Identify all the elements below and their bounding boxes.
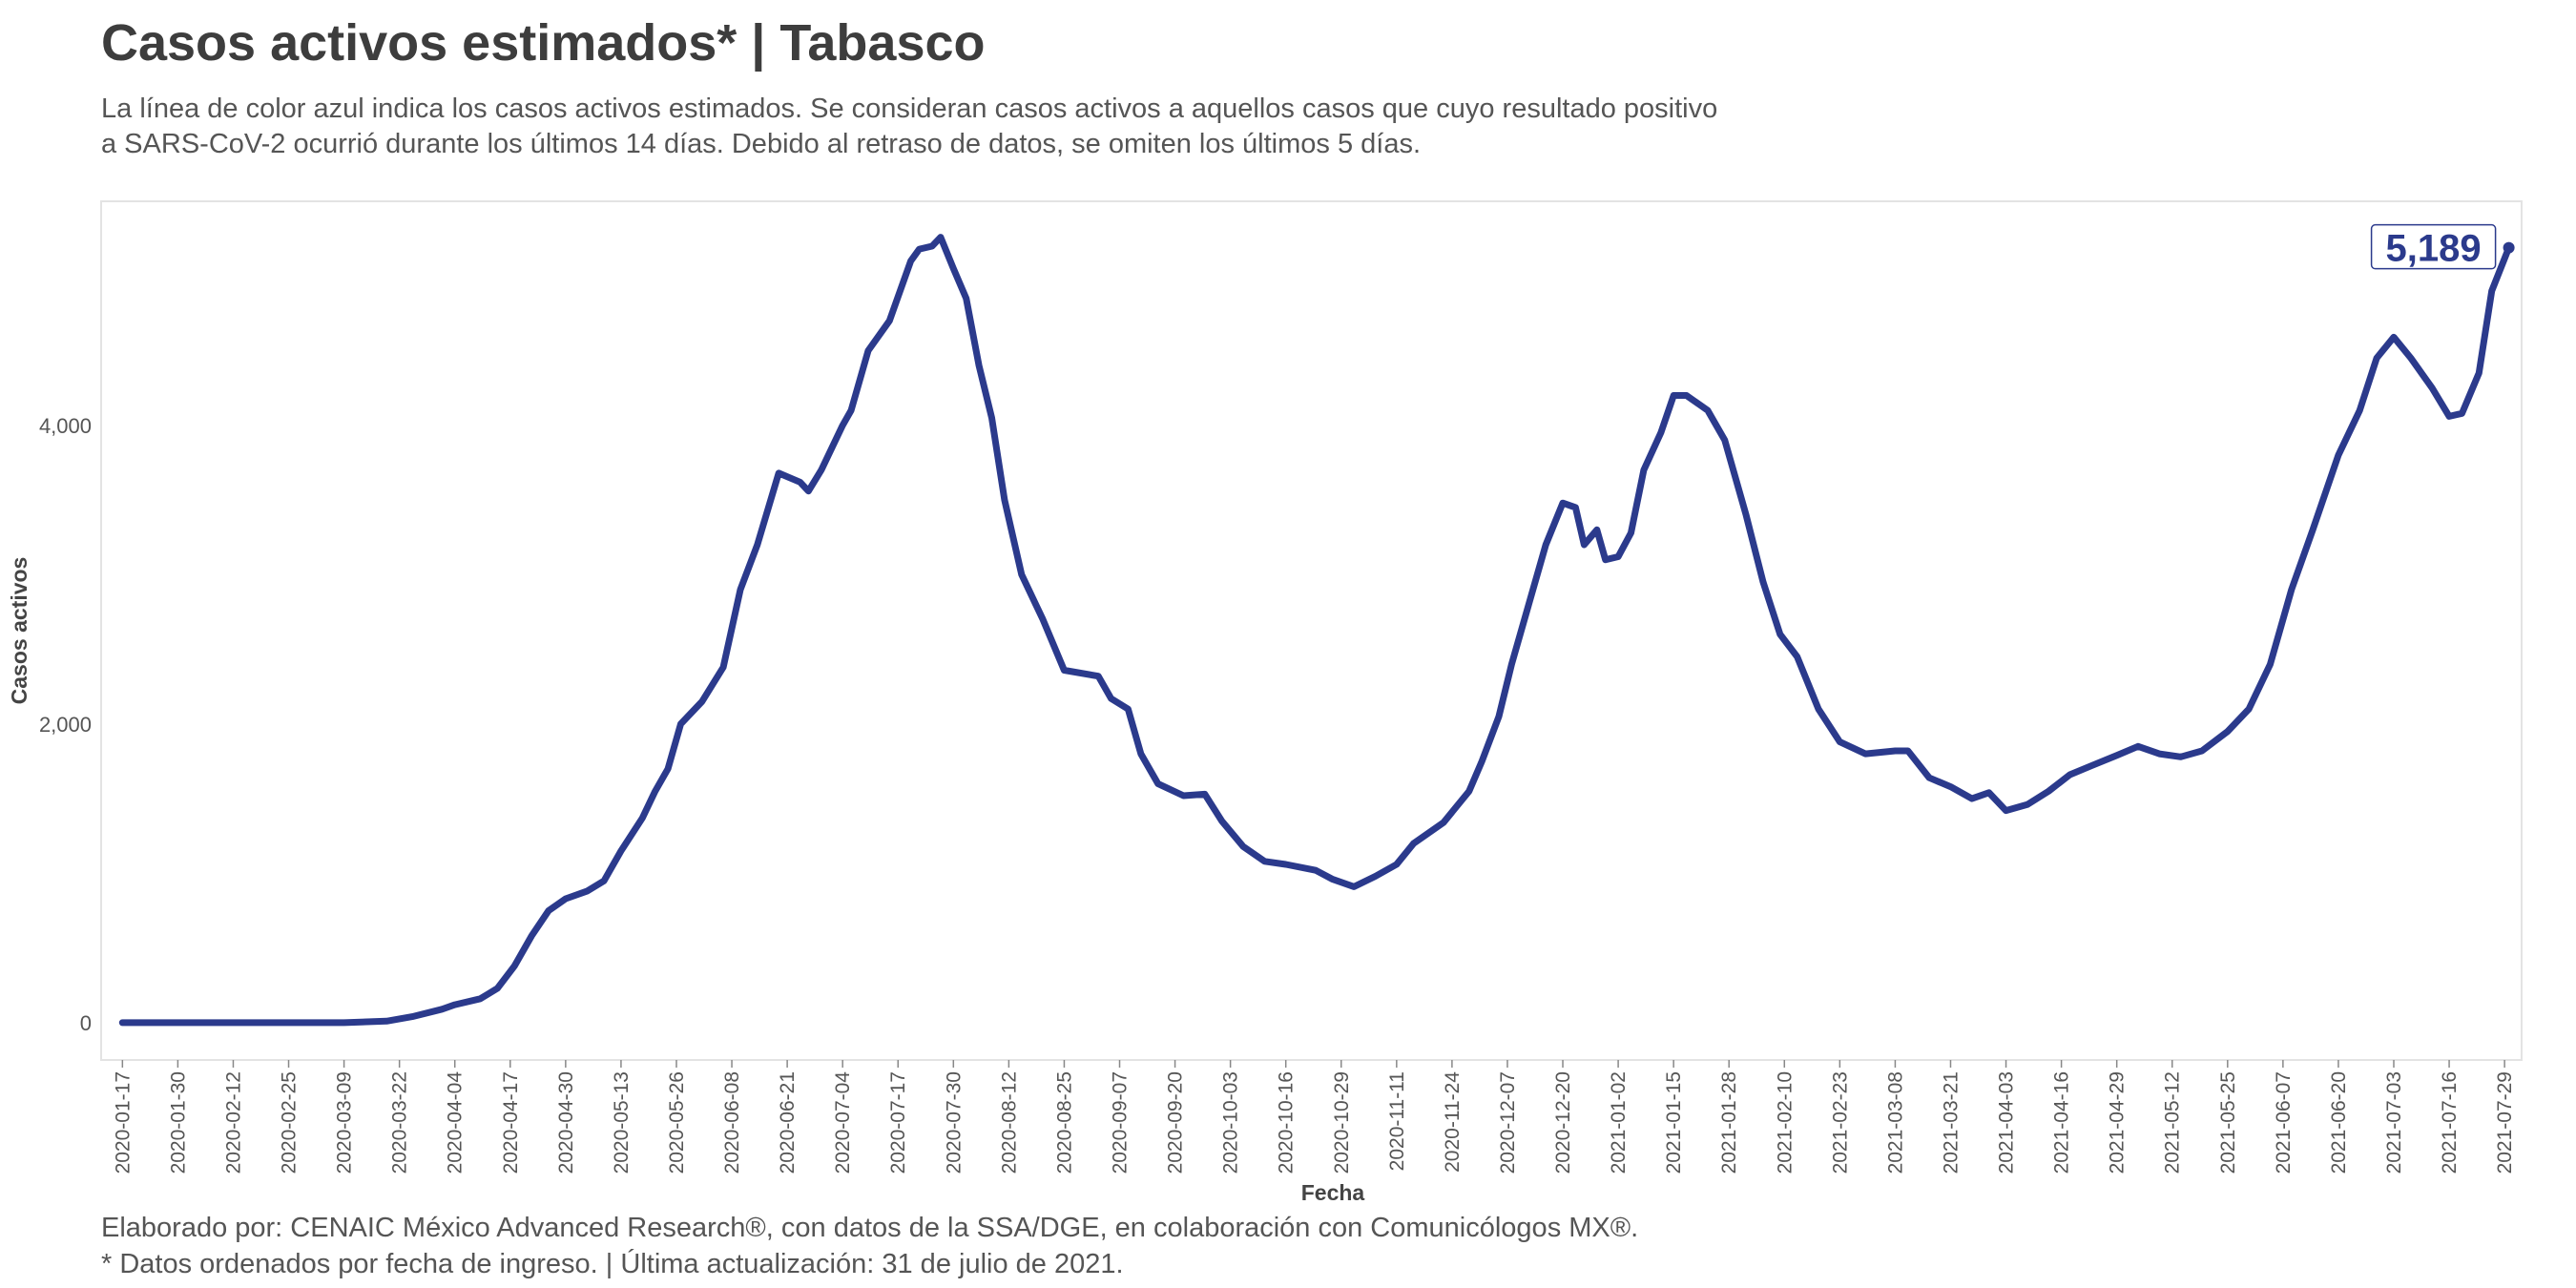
- x-tick-label: 2021-01-02: [1608, 1071, 1630, 1174]
- x-tick-label: 2020-07-04: [832, 1071, 854, 1174]
- x-tick-label: 2020-01-17: [112, 1071, 134, 1174]
- series-layer: 5,189: [118, 223, 2515, 1027]
- x-tick-label: 2021-04-16: [2051, 1071, 2073, 1174]
- x-tick-label: 2020-03-22: [389, 1071, 411, 1174]
- x-tick-label: 2020-12-07: [1497, 1071, 1519, 1174]
- x-tick-label: 2020-08-12: [998, 1071, 1020, 1174]
- x-tick-label: 2020-04-30: [555, 1071, 577, 1174]
- end-value-label-box: [2370, 223, 2497, 270]
- x-tick-label: 2021-01-28: [1718, 1071, 1740, 1174]
- x-axis-title: Fecha: [1301, 1180, 1365, 1205]
- x-axis: 2020-01-17 2020-01-30 2020-02-12 2020-02-25…: [112, 1060, 2516, 1174]
- x-tick-label: 2021-03-21: [1940, 1071, 1962, 1174]
- series-line: [118, 234, 2513, 1027]
- x-tick-label: 2021-05-12: [2162, 1071, 2184, 1174]
- x-tick-label: 2020-05-13: [611, 1071, 633, 1174]
- series-end-point: [2503, 241, 2515, 254]
- x-tick-label: 2020-05-26: [666, 1071, 688, 1174]
- x-tick-label: 2021-01-15: [1663, 1071, 1685, 1174]
- x-tick-label: 2020-09-20: [1165, 1071, 1187, 1174]
- x-tick-label: 2020-03-09: [334, 1071, 356, 1174]
- x-tick-label: 2020-04-04: [445, 1071, 467, 1174]
- x-tick-label: 2020-12-20: [1552, 1071, 1574, 1174]
- y-axis: 0 2,000 4,000: [39, 414, 92, 1035]
- chart-caption: Elaborado por: CENAIC México Advanced Re…: [101, 1213, 1639, 1279]
- x-tick-label: 2020-04-17: [500, 1071, 522, 1174]
- y-axis-title: Casos activos: [7, 557, 31, 705]
- x-tick-label: 2020-10-16: [1276, 1071, 1298, 1174]
- x-tick-label: 2020-02-12: [222, 1071, 244, 1174]
- line-chart: 0 2,000 4,000 2020-01-17 2020-01-30 2020-02-…: [7, 200, 2523, 1205]
- plot-panel: [100, 200, 2523, 1061]
- x-tick-label: 2021-06-20: [2328, 1071, 2350, 1174]
- x-tick-label: 2020-11-11: [1386, 1071, 1408, 1171]
- y-tick-label: 0: [80, 1011, 92, 1035]
- x-tick-label: 2021-02-23: [1829, 1071, 1851, 1174]
- x-tick-label: 2021-02-10: [1774, 1071, 1796, 1174]
- x-tick-label: 2020-07-30: [943, 1071, 965, 1174]
- chart-title: Casos activos estimados* | Tabasco: [101, 14, 986, 72]
- x-tick-label: 2021-03-08: [1884, 1071, 1906, 1174]
- x-tick-label: 2020-02-25: [279, 1071, 301, 1174]
- x-tick-label: 2021-07-16: [2439, 1071, 2461, 1174]
- x-tick-label: 2020-10-29: [1331, 1071, 1353, 1174]
- x-tick-label: 2021-06-07: [2273, 1071, 2295, 1174]
- end-value-label: 5,189: [2386, 228, 2482, 270]
- y-tick-label: 4,000: [39, 414, 92, 438]
- x-tick-label: 2020-01-30: [167, 1071, 189, 1174]
- x-tick-label: 2020-10-03: [1220, 1071, 1242, 1174]
- x-tick-label: 2021-04-29: [2107, 1071, 2129, 1174]
- x-tick-label: 2020-08-25: [1053, 1071, 1075, 1174]
- chart-subtitle: La línea de color azul indica los casos …: [101, 93, 1718, 159]
- x-tick-label: 2020-07-17: [887, 1071, 909, 1174]
- x-tick-label: 2020-06-21: [777, 1071, 799, 1174]
- x-tick-label: 2020-06-08: [721, 1071, 743, 1174]
- x-tick-label: 2020-11-24: [1442, 1071, 1464, 1173]
- x-tick-label: 2021-07-03: [2383, 1071, 2405, 1174]
- x-tick-label: 2020-09-07: [1110, 1071, 1132, 1174]
- y-tick-label: 2,000: [39, 713, 92, 737]
- x-tick-label: 2021-04-03: [1996, 1071, 2018, 1174]
- x-tick-label: 2021-05-25: [2217, 1071, 2239, 1174]
- x-tick-label: 2021-07-29: [2494, 1071, 2516, 1174]
